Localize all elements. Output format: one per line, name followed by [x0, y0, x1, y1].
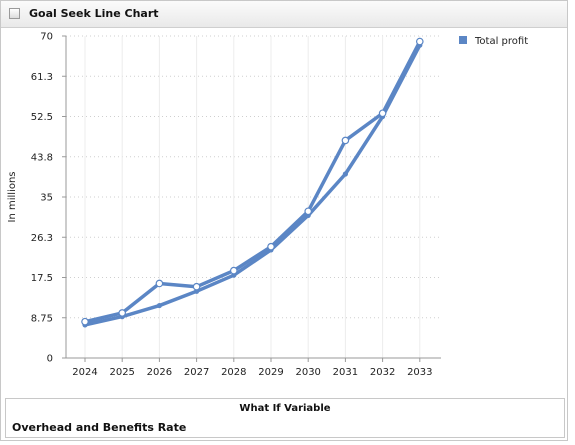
x-tick-label: 2032: [370, 367, 395, 378]
data-point: [267, 242, 275, 251]
what-if-panel: What If Variable Overhead and Benefits R…: [5, 398, 565, 438]
x-tick-label: 2025: [109, 367, 134, 378]
data-point: [118, 309, 127, 317]
panel-title: Goal Seek Line Chart: [29, 7, 159, 20]
data-point: [155, 279, 164, 288]
series-line: [83, 39, 422, 324]
x-tick-label: 2028: [221, 367, 246, 378]
y-tick-label: 43.8: [31, 152, 53, 163]
y-tick-label: 17.5: [31, 273, 53, 284]
y-tick-label: 0: [47, 354, 53, 365]
y-axis-label: In millions: [7, 172, 18, 223]
data-point: [304, 207, 313, 216]
legend-label: Total profit: [474, 36, 528, 47]
y-tick-label: 70: [40, 32, 53, 43]
x-tick-label: 2029: [258, 367, 283, 378]
panel-titlebar: Goal Seek Line Chart: [1, 1, 567, 28]
x-tick-label: 2027: [184, 367, 209, 378]
collapse-icon[interactable]: [9, 8, 20, 19]
x-tick-label: 2024: [72, 367, 97, 378]
data-point: [415, 37, 424, 46]
data-point: [156, 302, 162, 309]
data-point: [81, 317, 89, 326]
x-tick-label: 2026: [147, 367, 172, 378]
x-tick-label: 2030: [295, 367, 320, 378]
data-point: [378, 109, 387, 118]
legend-swatch: [459, 36, 467, 44]
what-if-title: What If Variable: [239, 403, 331, 414]
chart-panel: Goal Seek Line Chart 0 8.75 17.5 26.3 35 43.8…: [0, 0, 568, 441]
y-tick-label: 52.5: [31, 112, 53, 123]
data-point: [192, 282, 201, 291]
legend: Total profit: [459, 36, 528, 47]
data-point: [342, 171, 348, 177]
y-tick-label: 35: [40, 193, 53, 204]
data-point: [230, 266, 238, 275]
y-tick-label: 26.3: [31, 233, 53, 244]
axes: 0 8.75 17.5 26.3 35 43.8 52.5 61.3 70 2024 2025 202…: [31, 32, 441, 378]
y-tick-label: 61.3: [31, 72, 53, 83]
x-tick-label: 2031: [333, 367, 358, 378]
what-if-variable[interactable]: Overhead and Benefits Rate: [12, 421, 187, 434]
x-tick-label: 2033: [407, 367, 432, 378]
line-chart: 0 8.75 17.5 26.3 35 43.8 52.5 61.3 70 2024 2025 202…: [7, 32, 528, 379]
series-lines: [81, 37, 424, 328]
data-point: [341, 136, 350, 145]
series-line: [83, 43, 422, 327]
y-tick-label: 8.75: [31, 313, 53, 324]
